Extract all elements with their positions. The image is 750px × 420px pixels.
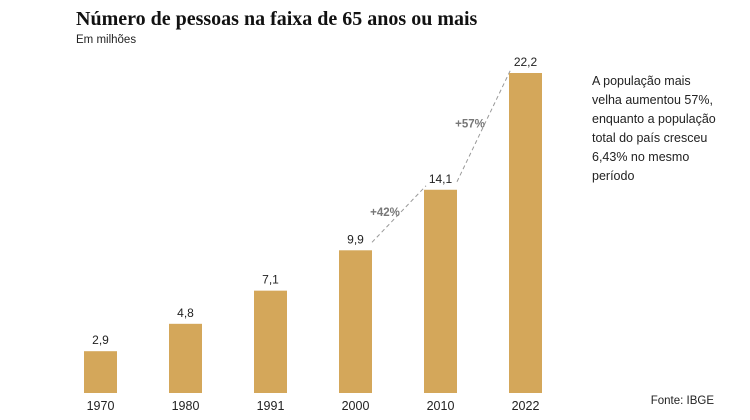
trend-label: +57% [455,118,485,130]
x-tick-label: 2010 [427,399,455,413]
bar [339,250,372,393]
x-tick-label: 2022 [512,399,540,413]
data-label: 4,8 [177,306,194,320]
trend-line [371,185,427,243]
bar [424,189,457,393]
chart-annotation: A população mais velha aumentou 57%, enq… [592,74,716,183]
chart-subtitle: Em milhões [76,34,137,46]
bar [84,351,117,393]
bar [169,323,202,393]
data-label: 2,9 [92,333,109,347]
bar [254,290,287,393]
source-note: Fonte: IBGE [650,395,714,407]
data-label: 7,1 [262,273,279,287]
data-label: 22,2 [514,55,538,69]
data-label: 9,9 [347,232,364,246]
data-label: 14,1 [429,172,453,186]
x-tick-label: 1980 [172,399,200,413]
x-tick-label: 1970 [87,399,115,413]
chart-title: Número de pessoas na faixa de 65 anos ou… [76,8,478,30]
x-tick-label: 2000 [342,399,370,413]
bar [509,73,542,393]
x-tick-label: 1991 [257,399,285,413]
trend-label: +42% [370,207,400,219]
